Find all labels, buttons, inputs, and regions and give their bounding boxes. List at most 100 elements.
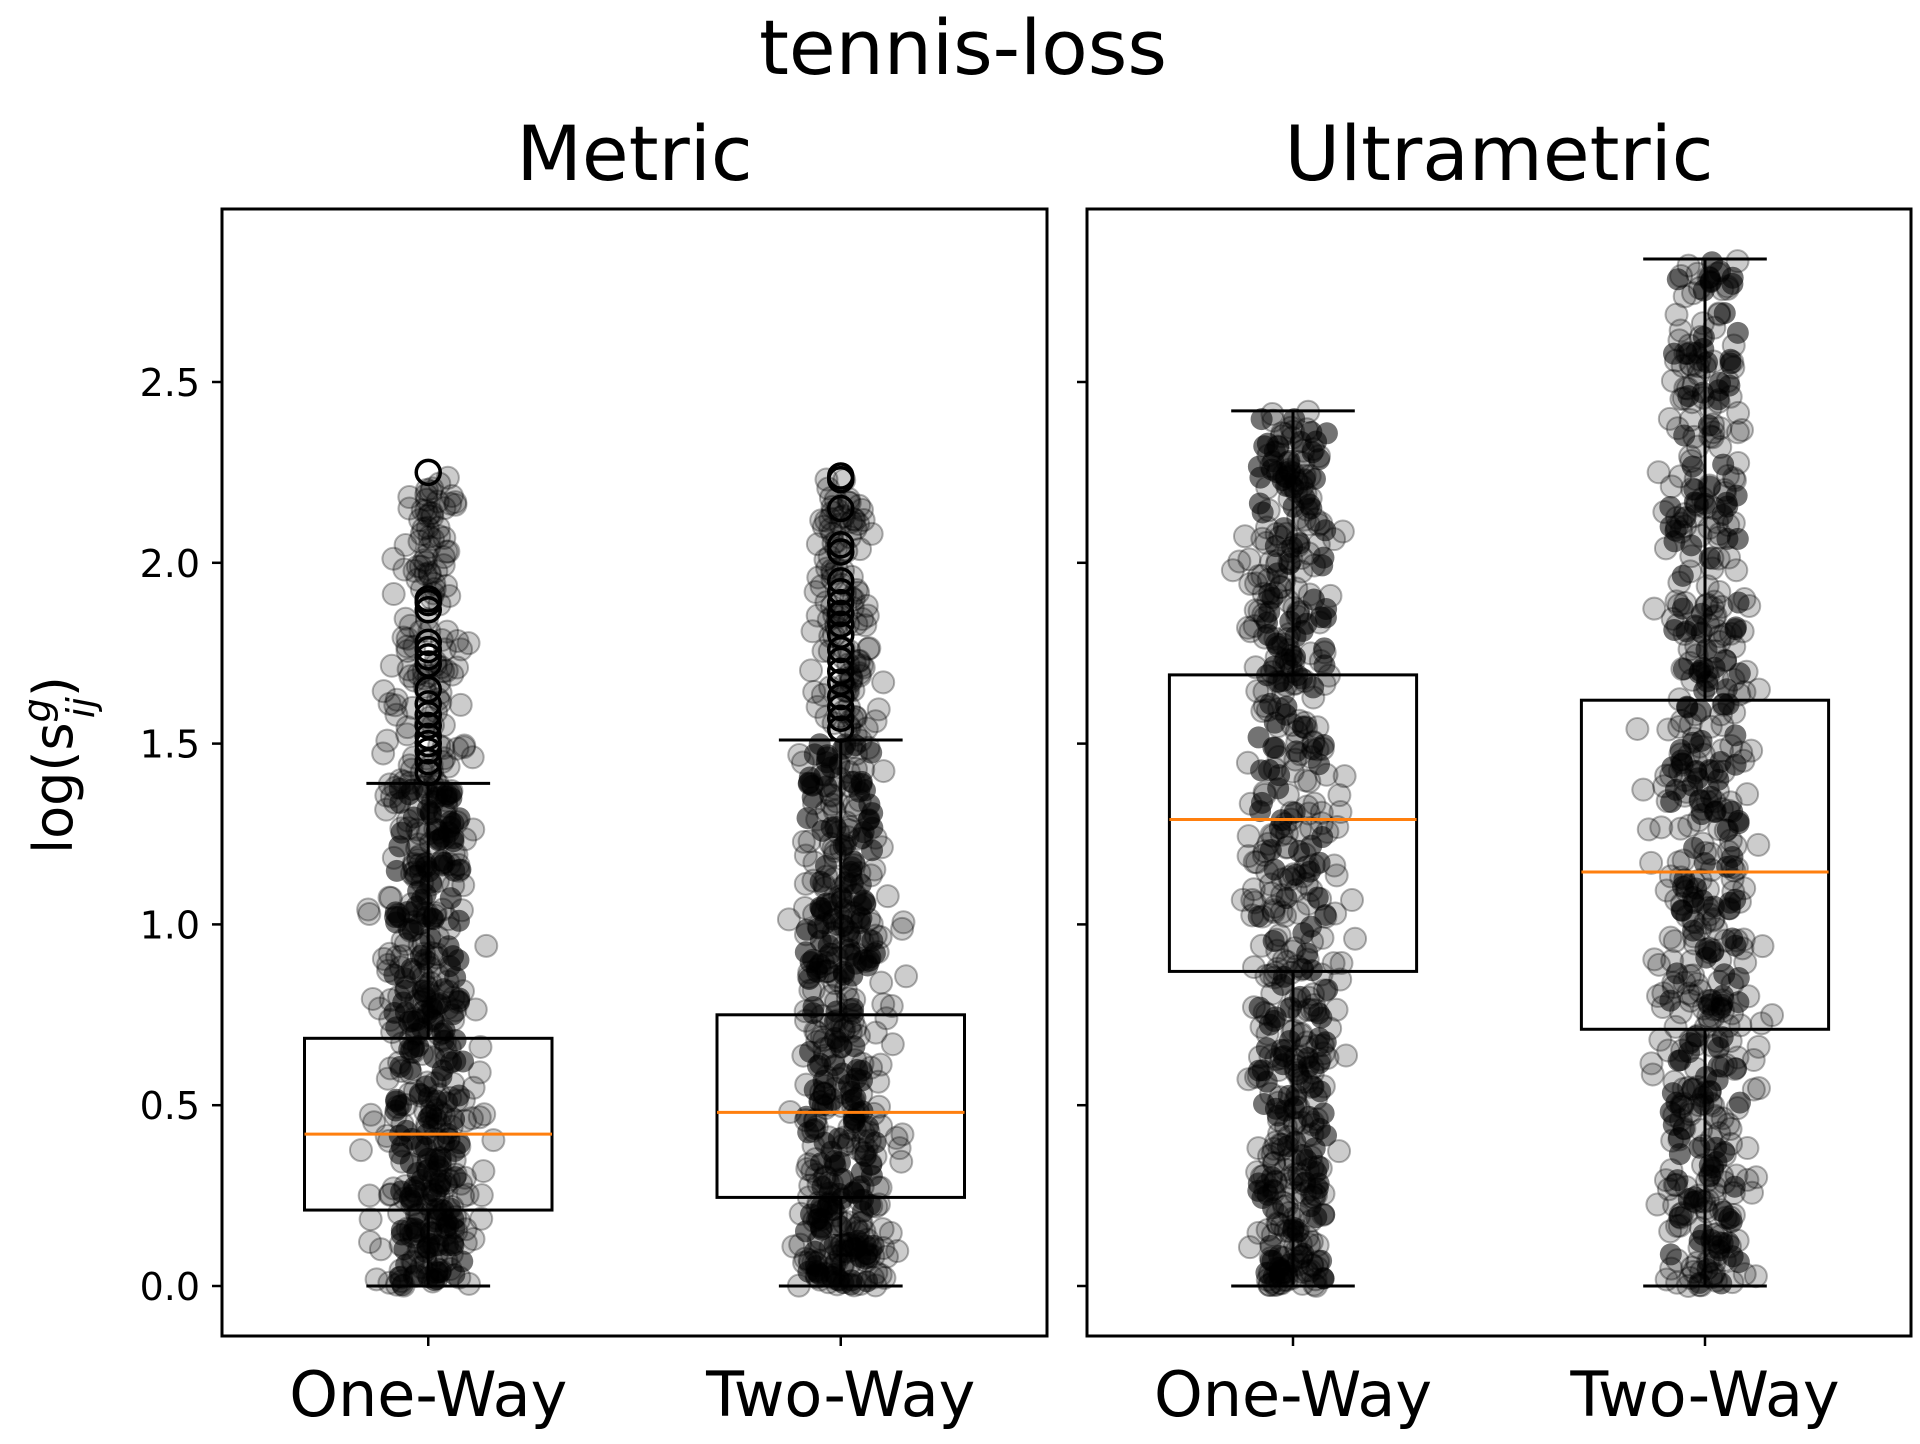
scatter-point (1289, 985, 1312, 1008)
scatter-point (1659, 1243, 1682, 1266)
scatter-point (456, 631, 481, 656)
scatter-point (1259, 839, 1282, 862)
outlier-marker (414, 596, 442, 624)
scatter-point (1728, 662, 1751, 685)
scatter-point (1249, 800, 1272, 823)
scatter-point (1698, 266, 1721, 289)
scatter-point (815, 892, 838, 915)
scatter-point (371, 679, 396, 704)
scatter-point (1646, 952, 1671, 977)
scatter-point (448, 692, 473, 717)
scatter-point (469, 1206, 494, 1231)
scatter-point (1236, 843, 1261, 868)
scatter-point (443, 490, 468, 515)
scatter-point (856, 954, 879, 977)
box-iqr (1167, 673, 1419, 973)
scatter-point (391, 625, 416, 650)
scatter-point (1727, 1251, 1750, 1274)
scatter-point (809, 508, 834, 533)
scatter-point (1334, 1043, 1359, 1068)
scatter-point (854, 593, 879, 618)
scatter-point (1744, 1165, 1769, 1190)
figure-title: tennis-loss (759, 3, 1167, 92)
scatter-point (1694, 937, 1717, 960)
scatter-point (1236, 824, 1261, 849)
scatter-point (1667, 714, 1692, 739)
scatter-point (1698, 547, 1721, 570)
scatter-point (1220, 558, 1245, 583)
scatter-point (415, 1075, 438, 1098)
outlier-marker (827, 567, 855, 595)
scatter-point (1674, 506, 1697, 529)
scatter-point (413, 562, 438, 587)
scatter-point (424, 1148, 447, 1171)
scatter-point (1668, 816, 1693, 841)
scatter-point (842, 997, 865, 1020)
scatter-point (1725, 420, 1750, 445)
scatter-point (846, 511, 871, 536)
scatter-point (890, 1122, 915, 1147)
outlier-marker (414, 628, 442, 657)
axes-frame (220, 207, 1049, 1338)
outlier-marker (827, 538, 855, 566)
scatter-point (1274, 648, 1297, 671)
scatter-point (1308, 851, 1331, 874)
scatter-point (411, 516, 436, 541)
outlier-marker (414, 635, 442, 664)
scatter-point (1707, 580, 1732, 605)
scatter-point (1287, 1063, 1310, 1086)
outlier-marker (827, 588, 855, 617)
outlier-marker (827, 621, 855, 649)
scatter-point (1662, 929, 1687, 954)
scatter-point (1642, 596, 1667, 621)
scatter-point (413, 550, 438, 575)
scatter-point (1675, 342, 1698, 365)
scatter-point (809, 574, 834, 599)
box-iqr (1579, 698, 1831, 1031)
scatter-point (1262, 930, 1285, 953)
outlier-marker (827, 494, 855, 523)
scatter-point (871, 759, 896, 784)
scatter-point (1728, 1091, 1751, 1114)
scatter-point (1303, 467, 1326, 490)
scatter-point (833, 898, 856, 921)
scatter-point (1255, 1261, 1278, 1284)
scatter-point (878, 1220, 903, 1245)
scatter-point (1743, 1264, 1768, 1289)
scatter-point (427, 524, 452, 549)
scatter-point (1665, 1270, 1690, 1295)
scatter-point (1721, 266, 1744, 289)
scatter-point (1263, 858, 1286, 881)
panel-ultrametric: Ultrametric One-Way Two-Way (1077, 109, 1913, 1431)
outlier-marker (827, 704, 855, 733)
scatter-point (1278, 449, 1301, 472)
scatter-point (472, 1102, 497, 1127)
scatter-point (418, 479, 443, 504)
scatter-point (420, 501, 445, 526)
y-tick-label: 2.0 (140, 542, 200, 586)
scatter-point (891, 910, 916, 935)
scatter-point (392, 557, 417, 582)
outlier-marker (414, 711, 442, 740)
scatter-point (1247, 455, 1270, 478)
scatter-point (1692, 1223, 1715, 1246)
scatter-point (856, 636, 881, 661)
scatter-point (393, 533, 418, 558)
scatter-point (1625, 716, 1650, 741)
scatter-point (1256, 1183, 1279, 1206)
scatter-point (414, 498, 439, 523)
scatter-point (1663, 1014, 1688, 1039)
scatter-point (1685, 877, 1708, 900)
scatter-point (1741, 1077, 1766, 1102)
scatter-point (471, 1159, 496, 1184)
outlier-marker (827, 462, 855, 490)
scatter-point (1723, 1175, 1746, 1198)
scatter-point (1308, 1117, 1331, 1140)
scatter-point (481, 1128, 506, 1153)
scatter-point (1671, 597, 1694, 620)
x-tick-label: One-Way (1154, 1358, 1432, 1431)
scatter-point (1640, 1062, 1665, 1087)
scatter-point (1264, 1097, 1287, 1120)
scatter-point (460, 745, 485, 770)
scatter-point (1724, 558, 1749, 583)
